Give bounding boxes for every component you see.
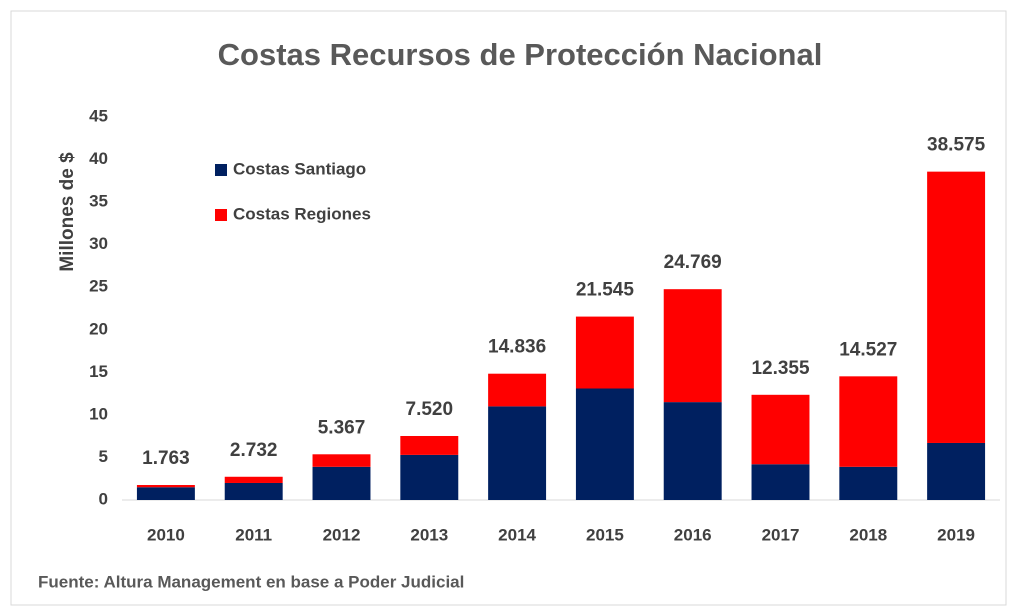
legend-swatch [215, 209, 227, 221]
bar-segment [751, 464, 810, 500]
total-label: 24.769 [664, 252, 722, 273]
bar-segment [136, 485, 195, 488]
bar-segment [927, 442, 986, 500]
total-label: 7.520 [406, 399, 454, 420]
legend-label: Costas Santiago [233, 159, 366, 178]
y-tick-label: 25 [89, 277, 108, 296]
total-label: 14.527 [839, 339, 897, 360]
bar-segment [136, 487, 195, 500]
y-tick-label: 35 [89, 192, 108, 211]
y-tick-label: 15 [89, 362, 108, 381]
bar-segment [488, 406, 547, 500]
x-tick-label: 2012 [323, 525, 361, 544]
total-label: 2.732 [230, 440, 278, 461]
total-label: 1.763 [142, 448, 190, 469]
bar-segment [312, 454, 371, 467]
x-tick-label: 2016 [674, 525, 712, 544]
legend-swatch [215, 164, 227, 176]
bar-segment [400, 435, 459, 455]
x-tick-label: 2018 [849, 525, 887, 544]
y-tick-label: 10 [89, 404, 108, 423]
x-tick-label: 2010 [147, 525, 185, 544]
y-tick-label: 5 [99, 447, 108, 466]
x-tick-label: 2017 [762, 525, 800, 544]
bar-segment [751, 394, 810, 465]
x-tick-label: 2011 [235, 525, 272, 544]
bar-segment [224, 476, 283, 483]
bar-segment [400, 454, 459, 500]
chart-frame [10, 10, 1007, 606]
legend-label: Costas Regiones [233, 204, 371, 223]
source-note: Fuente: Altura Management en base a Pode… [38, 572, 464, 591]
bar-segment [224, 482, 283, 500]
total-label: 14.836 [488, 337, 546, 358]
y-tick-label: 30 [89, 234, 108, 253]
x-tick-label: 2013 [410, 525, 448, 544]
total-label: 12.355 [751, 358, 810, 379]
bar-segment [663, 402, 722, 500]
y-axis-label: Millones de $ [57, 152, 78, 272]
y-tick-label: 40 [89, 149, 108, 168]
total-label: 21.545 [576, 280, 635, 301]
bar-segment [927, 171, 986, 443]
x-tick-label: 2019 [937, 525, 975, 544]
x-tick-label: 2014 [498, 525, 536, 544]
y-tick-label: 45 [89, 106, 108, 125]
bar-segment [575, 316, 634, 389]
chart-title: Costas Recursos de Protección Nacional [218, 37, 823, 72]
y-tick-label: 0 [99, 489, 108, 508]
bar-segment [575, 388, 634, 500]
total-label: 5.367 [318, 417, 366, 438]
bar-segment [663, 289, 722, 403]
y-tick-label: 20 [89, 319, 108, 338]
x-tick-label: 2015 [586, 525, 624, 544]
bar-segment [312, 466, 371, 500]
bar-segment [839, 376, 898, 467]
bar-segment [839, 466, 898, 500]
total-label: 38.575 [927, 135, 986, 156]
bar-segment [488, 373, 547, 407]
